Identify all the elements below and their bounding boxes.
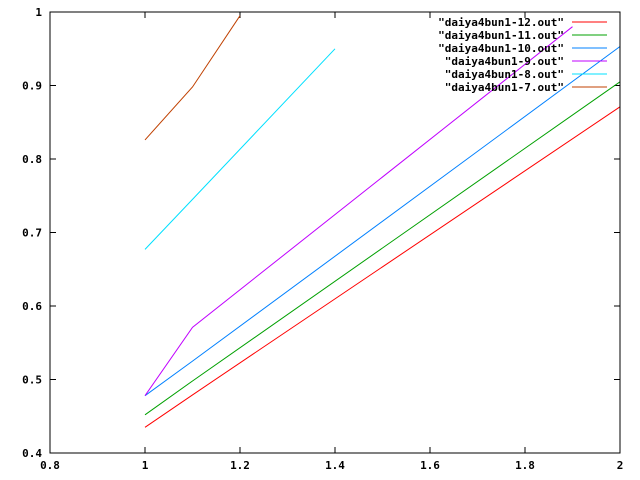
x-tick-label: 1.4	[325, 459, 345, 472]
tick-layer: 0.8 1 1.2 1.4 1.6 1.8 2 0.4 0.5 0.6 0.7 0.8 0.9 1	[22, 6, 623, 472]
series-line-3	[144, 46, 621, 397]
x-tick-label: 1.2	[230, 459, 250, 472]
x-tick-label: 2	[617, 459, 624, 472]
legend-label: "daiya4bun1-7.out"	[445, 81, 564, 94]
series-line-4	[144, 26, 573, 396]
y-tick-label: 0.5	[22, 374, 42, 387]
series-line-1	[144, 106, 621, 428]
legend-label: "daiya4bun1-10.out"	[438, 42, 564, 55]
x-tick-label: 1.8	[515, 459, 535, 472]
y-tick-label: 0.7	[22, 227, 42, 240]
y-tick-label: 0.9	[22, 80, 42, 93]
legend-label: "daiya4bun1-9.out"	[445, 55, 564, 68]
legend: "daiya4bun1-12.out""daiya4bun1-11.out""d…	[438, 16, 607, 94]
series-line-6	[144, 15, 241, 141]
series-line-2	[144, 81, 621, 416]
y-tick-label: 0.4	[22, 447, 42, 460]
legend-label: "daiya4bun1-12.out"	[438, 16, 564, 29]
x-tick-label: 1	[142, 459, 149, 472]
plot-frame	[49, 11, 621, 454]
y-tick-label: 0.6	[22, 300, 42, 313]
y-tick-label: 1	[35, 6, 42, 19]
x-tick-label: 1.6	[420, 459, 440, 472]
x-tick-label: 0.8	[40, 459, 60, 472]
series-layer	[144, 15, 621, 428]
legend-label: "daiya4bun1-11.out"	[438, 29, 564, 42]
y-tick-label: 0.8	[22, 153, 42, 166]
series-line-5	[144, 48, 336, 250]
legend-label: "daiya4bun1-8.out"	[445, 68, 564, 81]
